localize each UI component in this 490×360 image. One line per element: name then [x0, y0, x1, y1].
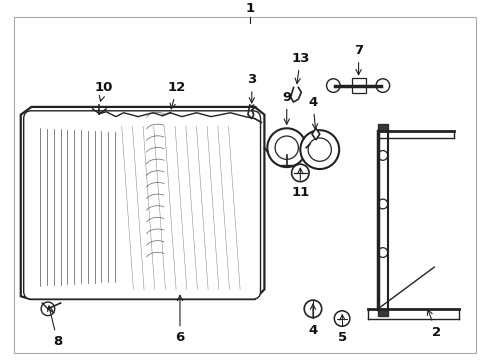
Circle shape — [300, 130, 339, 169]
Text: 11: 11 — [291, 168, 310, 199]
Text: 12: 12 — [168, 81, 186, 109]
Circle shape — [378, 248, 388, 257]
Text: 10: 10 — [95, 81, 113, 101]
Circle shape — [292, 164, 309, 182]
Text: 3: 3 — [247, 73, 256, 103]
FancyBboxPatch shape — [24, 111, 261, 299]
Text: 6: 6 — [175, 295, 185, 345]
Text: 13: 13 — [291, 52, 310, 84]
Text: 2: 2 — [427, 310, 441, 339]
Text: 1: 1 — [245, 2, 254, 15]
Polygon shape — [21, 107, 265, 299]
Circle shape — [378, 150, 388, 160]
Text: 5: 5 — [339, 315, 347, 345]
Polygon shape — [312, 128, 320, 140]
Circle shape — [326, 79, 340, 93]
Text: 4: 4 — [308, 304, 318, 337]
Circle shape — [334, 311, 350, 326]
Circle shape — [308, 138, 331, 161]
Circle shape — [376, 79, 390, 93]
Text: 9: 9 — [282, 91, 291, 124]
Circle shape — [41, 302, 55, 316]
Bar — [352, 78, 367, 93]
Circle shape — [378, 199, 388, 209]
Circle shape — [268, 128, 306, 167]
Text: 7: 7 — [354, 44, 363, 75]
Text: 4: 4 — [308, 95, 318, 129]
Text: 8: 8 — [48, 306, 62, 348]
Circle shape — [304, 300, 322, 318]
Circle shape — [275, 136, 298, 159]
